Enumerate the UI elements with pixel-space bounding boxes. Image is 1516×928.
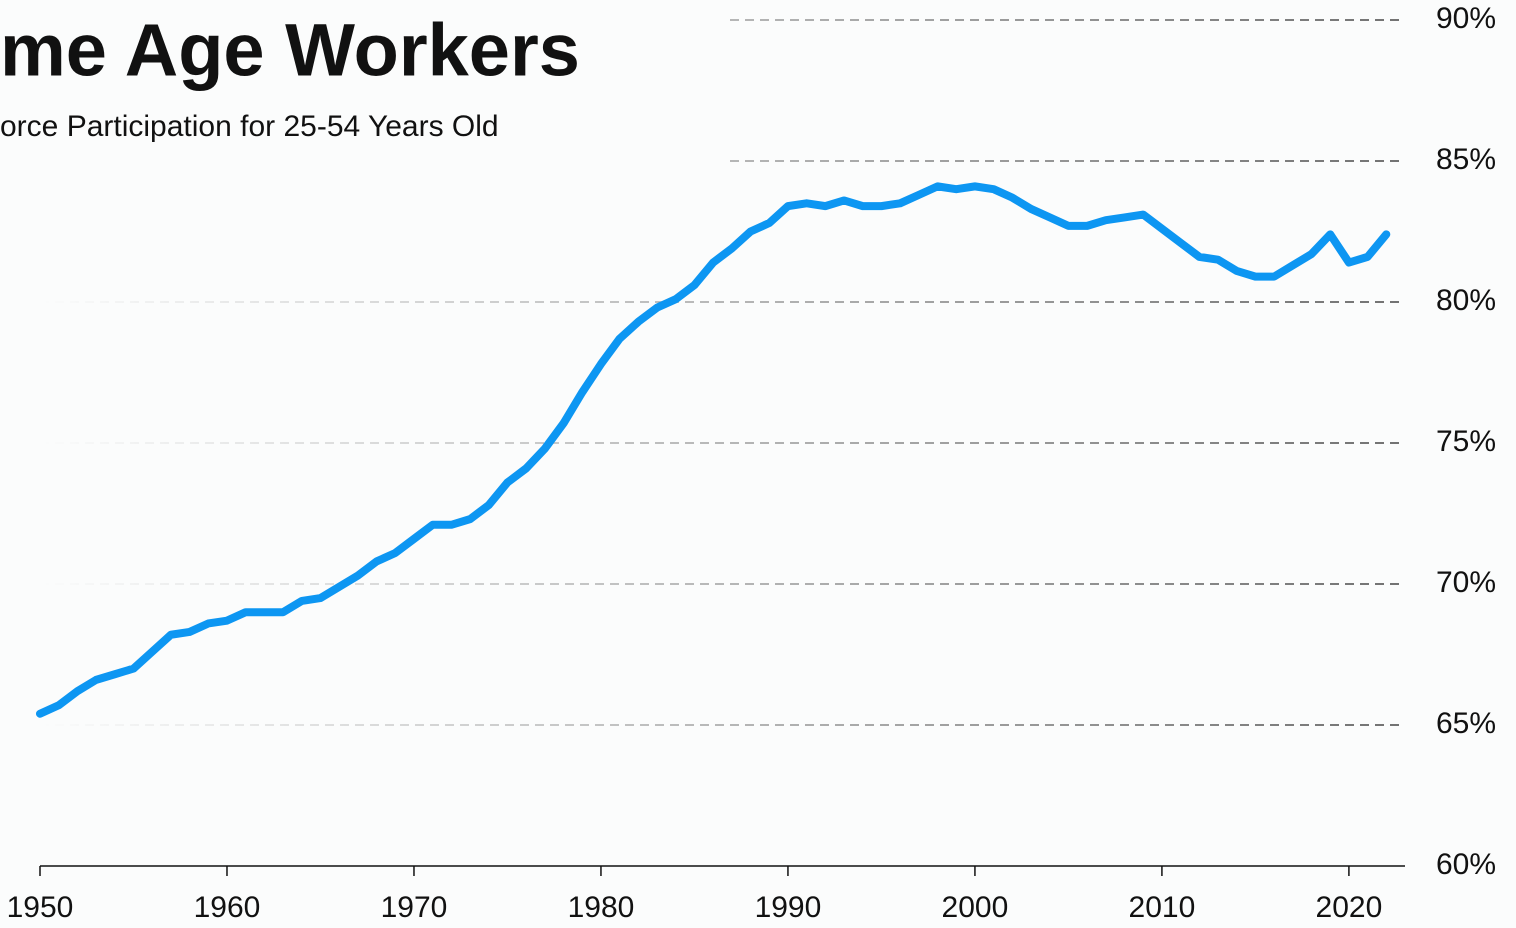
y-tick-label: 80% [1436, 284, 1496, 317]
y-tick-label: 75% [1436, 425, 1496, 458]
chart-title: me Age Workers [0, 9, 580, 92]
x-tick-label: 2010 [1129, 891, 1196, 924]
y-tick-label: 65% [1436, 707, 1496, 740]
x-tick-label: 1990 [755, 891, 822, 924]
y-tick-label: 60% [1436, 848, 1496, 881]
data-line [36, 182, 1391, 718]
x-tick-label: 2000 [942, 891, 1009, 924]
x-tick-label: 1980 [568, 891, 635, 924]
chart-subtitle: orce Participation for 25-54 Years Old [0, 110, 499, 143]
y-tick-label: 85% [1436, 143, 1496, 176]
y-tick-label: 90% [1436, 2, 1496, 35]
x-tick-label: 2020 [1316, 891, 1383, 924]
y-tick-label: 70% [1436, 566, 1496, 599]
x-tick-label: 1960 [194, 891, 261, 924]
x-tick-label: 1950 [7, 891, 74, 924]
x-tick-label: 1970 [381, 891, 448, 924]
